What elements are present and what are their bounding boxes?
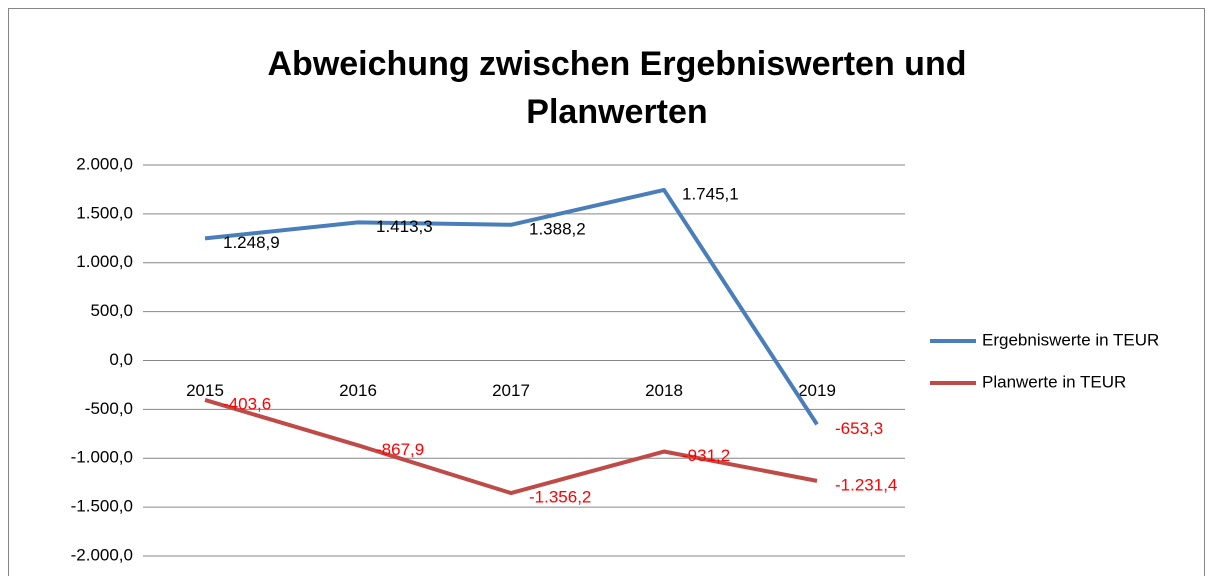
y-tick-label: 1.500,0 [76,203,133,222]
data-label: -653,3 [835,419,883,438]
y-tick-label: -1.000,0 [71,448,133,467]
legend-label: Planwerte in TEUR [982,372,1126,391]
x-tick-label: 2016 [339,381,377,400]
data-label: -931,2 [682,446,730,465]
data-label: -1.231,4 [835,475,897,494]
data-label: 1.413,3 [376,217,433,236]
x-tick-label: 2018 [645,381,683,400]
data-label: 1.388,2 [529,219,586,238]
series-line [204,187,819,426]
y-tick-label: -2.000,0 [71,545,133,564]
legend-label: Ergebniswerte in TEUR [982,330,1159,349]
y-tick-label: 1.000,0 [76,252,133,271]
series-line [204,398,818,496]
x-tick-label: 2015 [186,381,224,400]
chart-title: Abweichung zwischen Ergebniswerten und [268,45,967,83]
data-label: -867,9 [376,440,424,459]
y-tick-label: 500,0 [90,301,133,320]
chart-title: Planwerten [526,93,707,131]
x-tick-label: 2019 [798,381,836,400]
data-label: 1.745,1 [682,184,739,203]
data-label: -403,6 [223,394,271,413]
data-label: 1.248,9 [223,233,280,252]
chart-frame [8,8,1205,576]
y-tick-label: 2.000,0 [76,154,133,173]
data-label: -1.356,2 [529,488,591,507]
x-tick-label: 2017 [492,381,530,400]
y-tick-label: 0,0 [109,350,133,369]
y-tick-label: -1.500,0 [71,497,133,516]
y-tick-label: -500,0 [85,399,133,418]
